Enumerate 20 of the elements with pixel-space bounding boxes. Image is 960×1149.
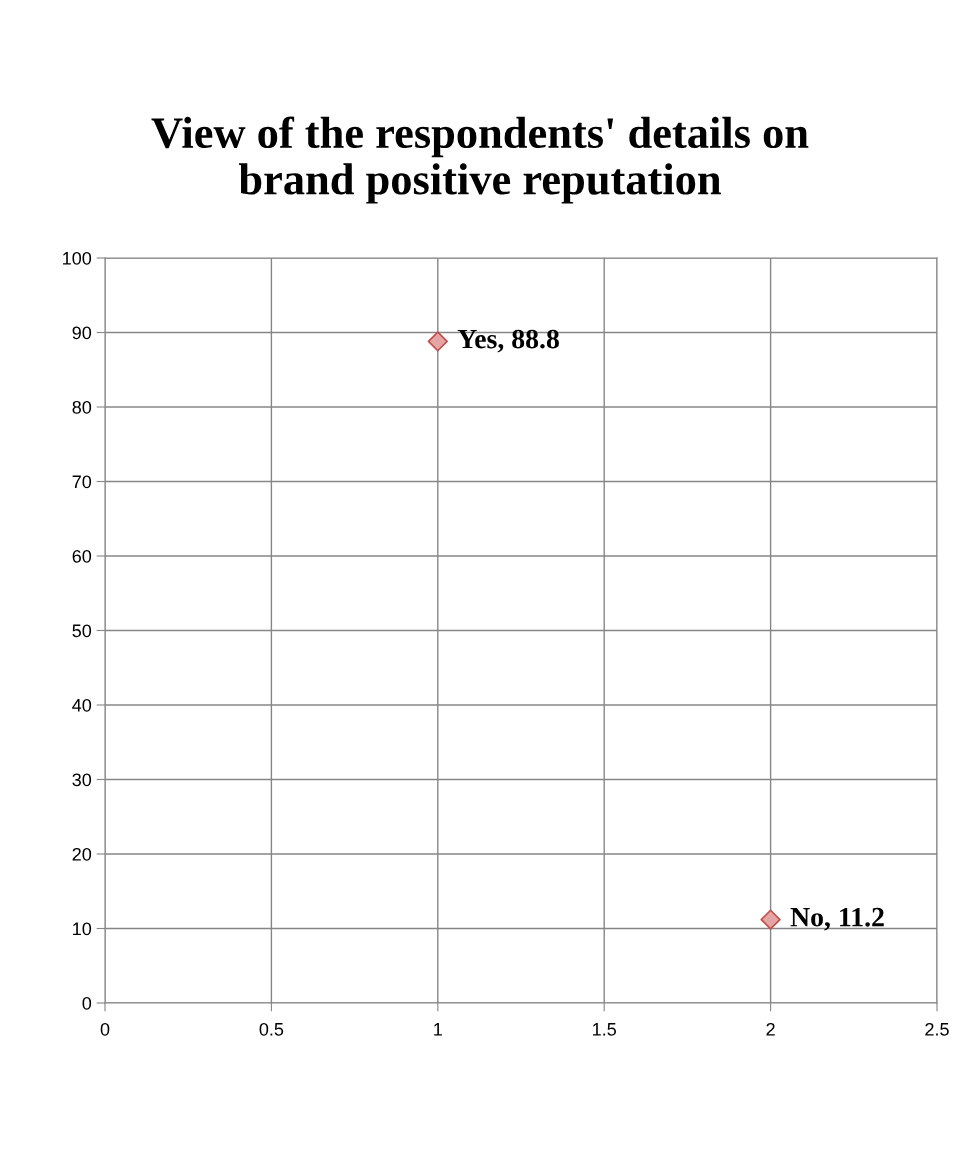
y-tick-label: 50 xyxy=(72,624,92,638)
y-tick-label: 10 xyxy=(73,922,92,936)
y-tick-label: 60 xyxy=(72,549,92,563)
y-tick-label: 30 xyxy=(72,773,92,787)
y-tick-label: 90 xyxy=(72,326,92,340)
x-tick-label: 1.5 xyxy=(593,1023,616,1036)
x-tick-label: 0.5 xyxy=(259,1022,284,1036)
y-tick-label: 0 xyxy=(82,996,92,1010)
y-tick-label: 80 xyxy=(72,400,92,414)
x-tick-label: 2 xyxy=(766,1022,775,1036)
x-tick-label: 0 xyxy=(100,1022,110,1036)
data-label: No, 11.2 xyxy=(790,907,884,931)
y-tick-label: 20 xyxy=(72,847,92,861)
chart-title: View of the respondents' details on brand positive reputation xyxy=(151,116,809,204)
y-tick-label: 70 xyxy=(72,475,92,489)
data-label: Yes, 88.8 xyxy=(457,329,559,353)
y-tick-label: 40 xyxy=(72,698,92,712)
x-tick-label: 2.5 xyxy=(925,1022,949,1036)
y-tick-label: 100 xyxy=(63,251,92,265)
x-tick-label: 1 xyxy=(434,1023,442,1036)
